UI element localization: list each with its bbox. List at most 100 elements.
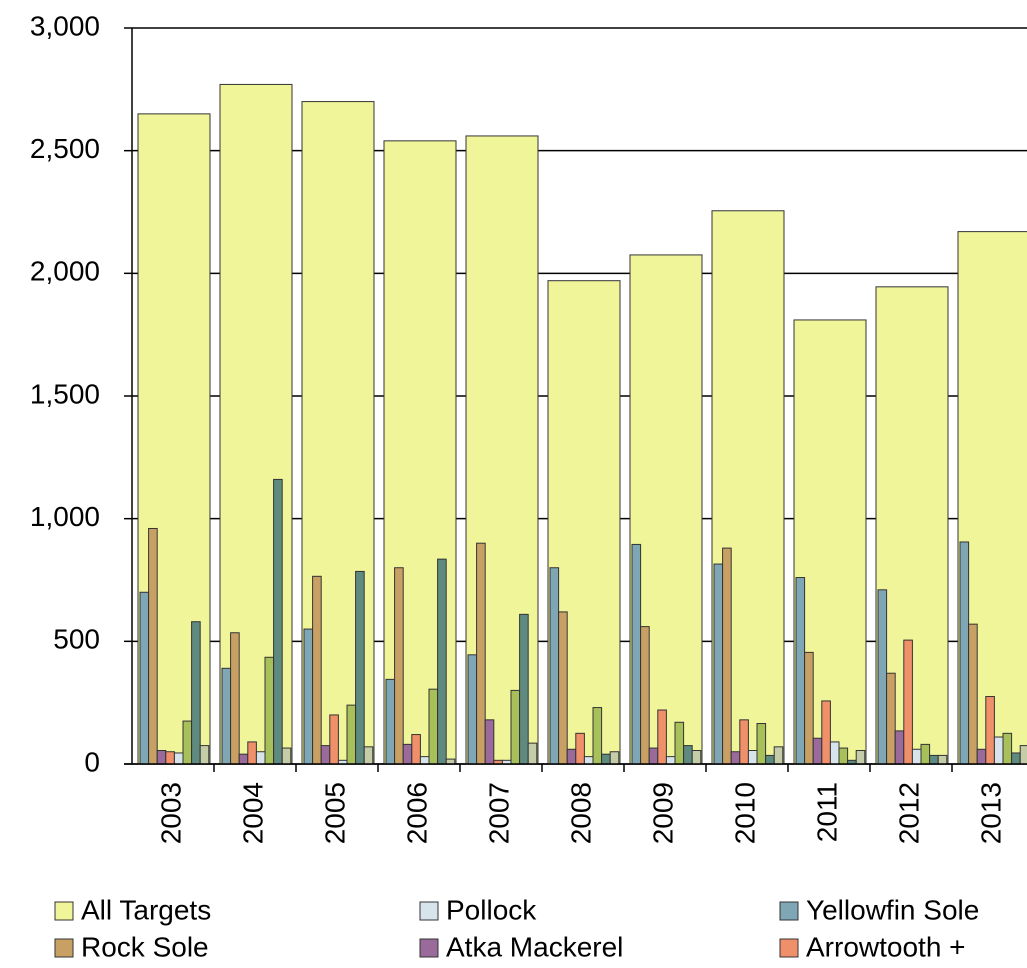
bar: [674, 721, 685, 765]
bar: [592, 707, 603, 765]
bar: [255, 751, 266, 765]
bar: [985, 696, 995, 765]
bar: [191, 621, 201, 765]
bar: [363, 746, 374, 765]
bar: [156, 750, 167, 765]
bar: [657, 709, 667, 765]
bar: [411, 734, 421, 765]
bar: [812, 737, 823, 765]
bar: [428, 688, 439, 765]
bar: [558, 611, 568, 765]
bar: [765, 754, 775, 765]
bar: [303, 628, 314, 765]
bar: [804, 651, 814, 765]
bar: [1011, 752, 1021, 765]
bar: [773, 746, 784, 765]
bar: [855, 750, 866, 765]
bar: [894, 730, 905, 765]
bar: [730, 751, 741, 765]
bar: [437, 558, 447, 765]
bar: [756, 723, 767, 765]
bar: [346, 704, 357, 765]
legend-label: Rock Sole: [81, 931, 209, 962]
legend-label: Atka Mackerel: [446, 931, 623, 962]
bar: [165, 751, 175, 765]
bar: [247, 741, 257, 765]
y-tick-label: 2,500: [30, 133, 100, 164]
y-tick-label: 1,000: [30, 501, 100, 532]
bar: [467, 654, 478, 765]
bar: [691, 750, 702, 765]
bar: [264, 656, 275, 765]
bar: [527, 742, 538, 765]
bar: [182, 720, 193, 765]
x-tick-label: 2006: [401, 782, 432, 844]
legend-label: Arrowtooth +: [806, 931, 966, 962]
bar: [886, 672, 896, 765]
bar: [238, 753, 249, 765]
bar: [476, 542, 486, 765]
bar: [566, 748, 577, 765]
bar: [139, 591, 150, 765]
legend-label: Pollock: [446, 894, 537, 925]
bar: [640, 626, 650, 765]
bar: [920, 743, 931, 765]
legend-swatch: [419, 938, 439, 958]
bar: [838, 747, 849, 765]
x-tick-label: 2007: [483, 782, 514, 844]
bar: [230, 632, 240, 765]
bar: [281, 747, 292, 765]
y-tick-label: 2,000: [30, 256, 100, 287]
bar: [968, 623, 978, 765]
bar: [877, 589, 888, 765]
bar: [484, 719, 495, 765]
x-tick-label: 2009: [647, 782, 678, 844]
bar: [394, 567, 404, 765]
bar: [221, 667, 232, 765]
bar: [959, 541, 970, 765]
y-tick-label: 3,000: [30, 10, 100, 41]
bar: [575, 732, 585, 765]
bar: [329, 714, 339, 765]
bar: [739, 719, 749, 765]
x-tick-label: 2013: [975, 782, 1006, 844]
bar: [419, 756, 430, 765]
bar: [631, 543, 642, 765]
x-tick-label: 2004: [237, 782, 268, 844]
bar: [795, 577, 806, 765]
bar: [609, 751, 620, 765]
bar: [355, 570, 365, 765]
x-tick-label: 2010: [729, 782, 760, 844]
bar: [148, 527, 158, 765]
x-tick-label: 2011: [811, 782, 842, 842]
legend-label: All Targets: [81, 894, 211, 925]
bar: [929, 754, 939, 765]
bar: [583, 756, 594, 765]
bar: [402, 743, 413, 765]
bar: [683, 745, 693, 765]
legend-swatch: [779, 901, 799, 921]
legend-swatch: [779, 938, 799, 958]
x-tick-label: 2012: [893, 782, 924, 844]
bar: [510, 689, 521, 765]
bar: [273, 478, 283, 765]
bar: [747, 750, 758, 765]
bar: [199, 745, 210, 765]
x-tick-label: 2008: [565, 782, 596, 844]
bar: [320, 745, 331, 765]
bar: [829, 741, 840, 765]
legend-swatch: [54, 938, 74, 958]
bar: [385, 678, 396, 765]
y-tick-label: 0: [84, 746, 100, 777]
bar: [173, 752, 184, 765]
bar: [1019, 745, 1027, 765]
bar: [1002, 732, 1013, 765]
y-tick-label: 500: [53, 624, 100, 655]
x-tick-label: 2003: [155, 782, 186, 844]
bar: [993, 736, 1004, 765]
y-tick-label: 1,500: [30, 378, 100, 409]
bar: [937, 754, 948, 765]
bar: [911, 748, 922, 765]
bar: [821, 700, 831, 765]
